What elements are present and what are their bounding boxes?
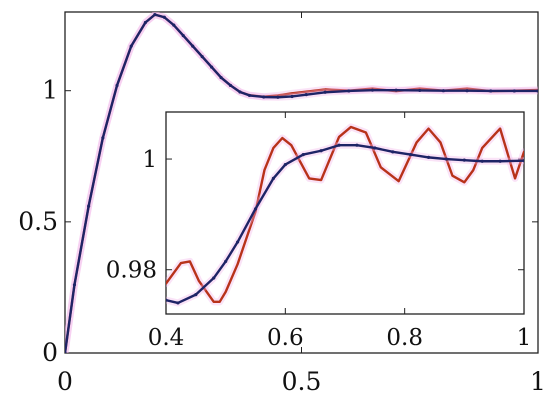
main-series-1-point xyxy=(290,94,294,99)
inset-series-1-point xyxy=(271,176,275,181)
main-y-tick-label: 1 xyxy=(42,76,58,105)
inset-series-group xyxy=(166,123,524,307)
inset-series-1-point xyxy=(166,298,168,302)
main-series-1-point xyxy=(370,88,375,92)
inset-series-1-point xyxy=(409,153,413,157)
main-series-1-point xyxy=(441,89,445,93)
inset-series-1-point xyxy=(194,293,198,297)
inset-series-1-point xyxy=(498,159,502,163)
inset-series-1-line xyxy=(166,144,524,305)
inset-series-1-point xyxy=(176,301,180,305)
main-series-1-point xyxy=(512,89,516,93)
main-series-1-point xyxy=(172,23,176,27)
main-series-1-point xyxy=(489,89,493,93)
inset-y-tick-label: 0.98 xyxy=(106,258,157,284)
inset-series-0-line xyxy=(166,125,524,304)
inset-series-1-point xyxy=(373,146,377,150)
main-series-1-point xyxy=(262,95,266,99)
main-series-1-point xyxy=(210,65,214,69)
inset-series-1-point xyxy=(522,159,524,163)
inset-series-1-point xyxy=(283,162,287,167)
main-series-1-point xyxy=(304,93,308,97)
main-series-group xyxy=(65,12,538,353)
inset-x-tick-label: 0.8 xyxy=(386,325,423,351)
main-x-tick-label: 0 xyxy=(57,367,73,396)
main-series-1-point xyxy=(191,44,195,48)
main-series-1-line xyxy=(65,13,538,353)
inset-series-1-point xyxy=(355,143,359,147)
inset-series-1-point xyxy=(480,159,484,163)
main-x-tick-label: 1 xyxy=(530,367,546,396)
inset-series-1-point xyxy=(337,143,341,147)
main-series-1-point xyxy=(347,89,351,93)
main-y-tick-label: 0 xyxy=(42,338,58,367)
main-y-tick-label: 0.5 xyxy=(18,207,58,236)
inset-series-1-point xyxy=(426,155,431,159)
main-series-1-point xyxy=(219,75,223,80)
inset-x-tick-label: 0.6 xyxy=(267,325,304,351)
main-series-1-point xyxy=(162,15,166,19)
inset-series-1-point xyxy=(444,157,449,161)
inset-x-tick-label: 1 xyxy=(517,325,532,351)
main-series-1-point xyxy=(153,13,157,17)
inset-series-1-point xyxy=(224,259,228,264)
inset-series-1-point xyxy=(301,153,305,157)
main-series-1-point xyxy=(536,89,538,93)
main-series-1-point xyxy=(247,93,252,98)
main-series-1-point xyxy=(276,95,280,99)
inset-series-1-point xyxy=(236,240,240,244)
inset-series-1-point xyxy=(253,207,258,211)
inset-series-1-point xyxy=(462,158,466,162)
main-series-1-point xyxy=(465,89,469,93)
main-series-1-point xyxy=(87,204,91,208)
main-series-1-point xyxy=(65,351,67,353)
main-series-1-point xyxy=(200,54,204,59)
main-series-1-point xyxy=(72,283,77,287)
main-series-1-point xyxy=(181,34,185,38)
inset-x-tick-label: 0.4 xyxy=(148,325,185,351)
inset-series-1-point xyxy=(212,276,216,280)
main-series-1-point xyxy=(228,83,233,88)
main-series-1-point xyxy=(394,88,398,92)
main-series-1-point xyxy=(115,83,119,88)
main-x-tick-label: 0.5 xyxy=(282,367,322,396)
inset-series-1-point xyxy=(319,149,323,153)
main-series-1-point xyxy=(323,90,327,94)
main-series-1-point xyxy=(418,88,422,93)
inset-series-1-point xyxy=(391,150,395,154)
main-series-1-point xyxy=(143,20,148,25)
main-series-1-point xyxy=(101,136,105,140)
inset-chart: 0.4 0.6 0.8 1 0.98 1 xyxy=(106,111,532,351)
main-series-1-point xyxy=(238,90,242,94)
inset-y-tick-label: 1 xyxy=(142,147,157,173)
main-series-1-point xyxy=(129,44,133,48)
